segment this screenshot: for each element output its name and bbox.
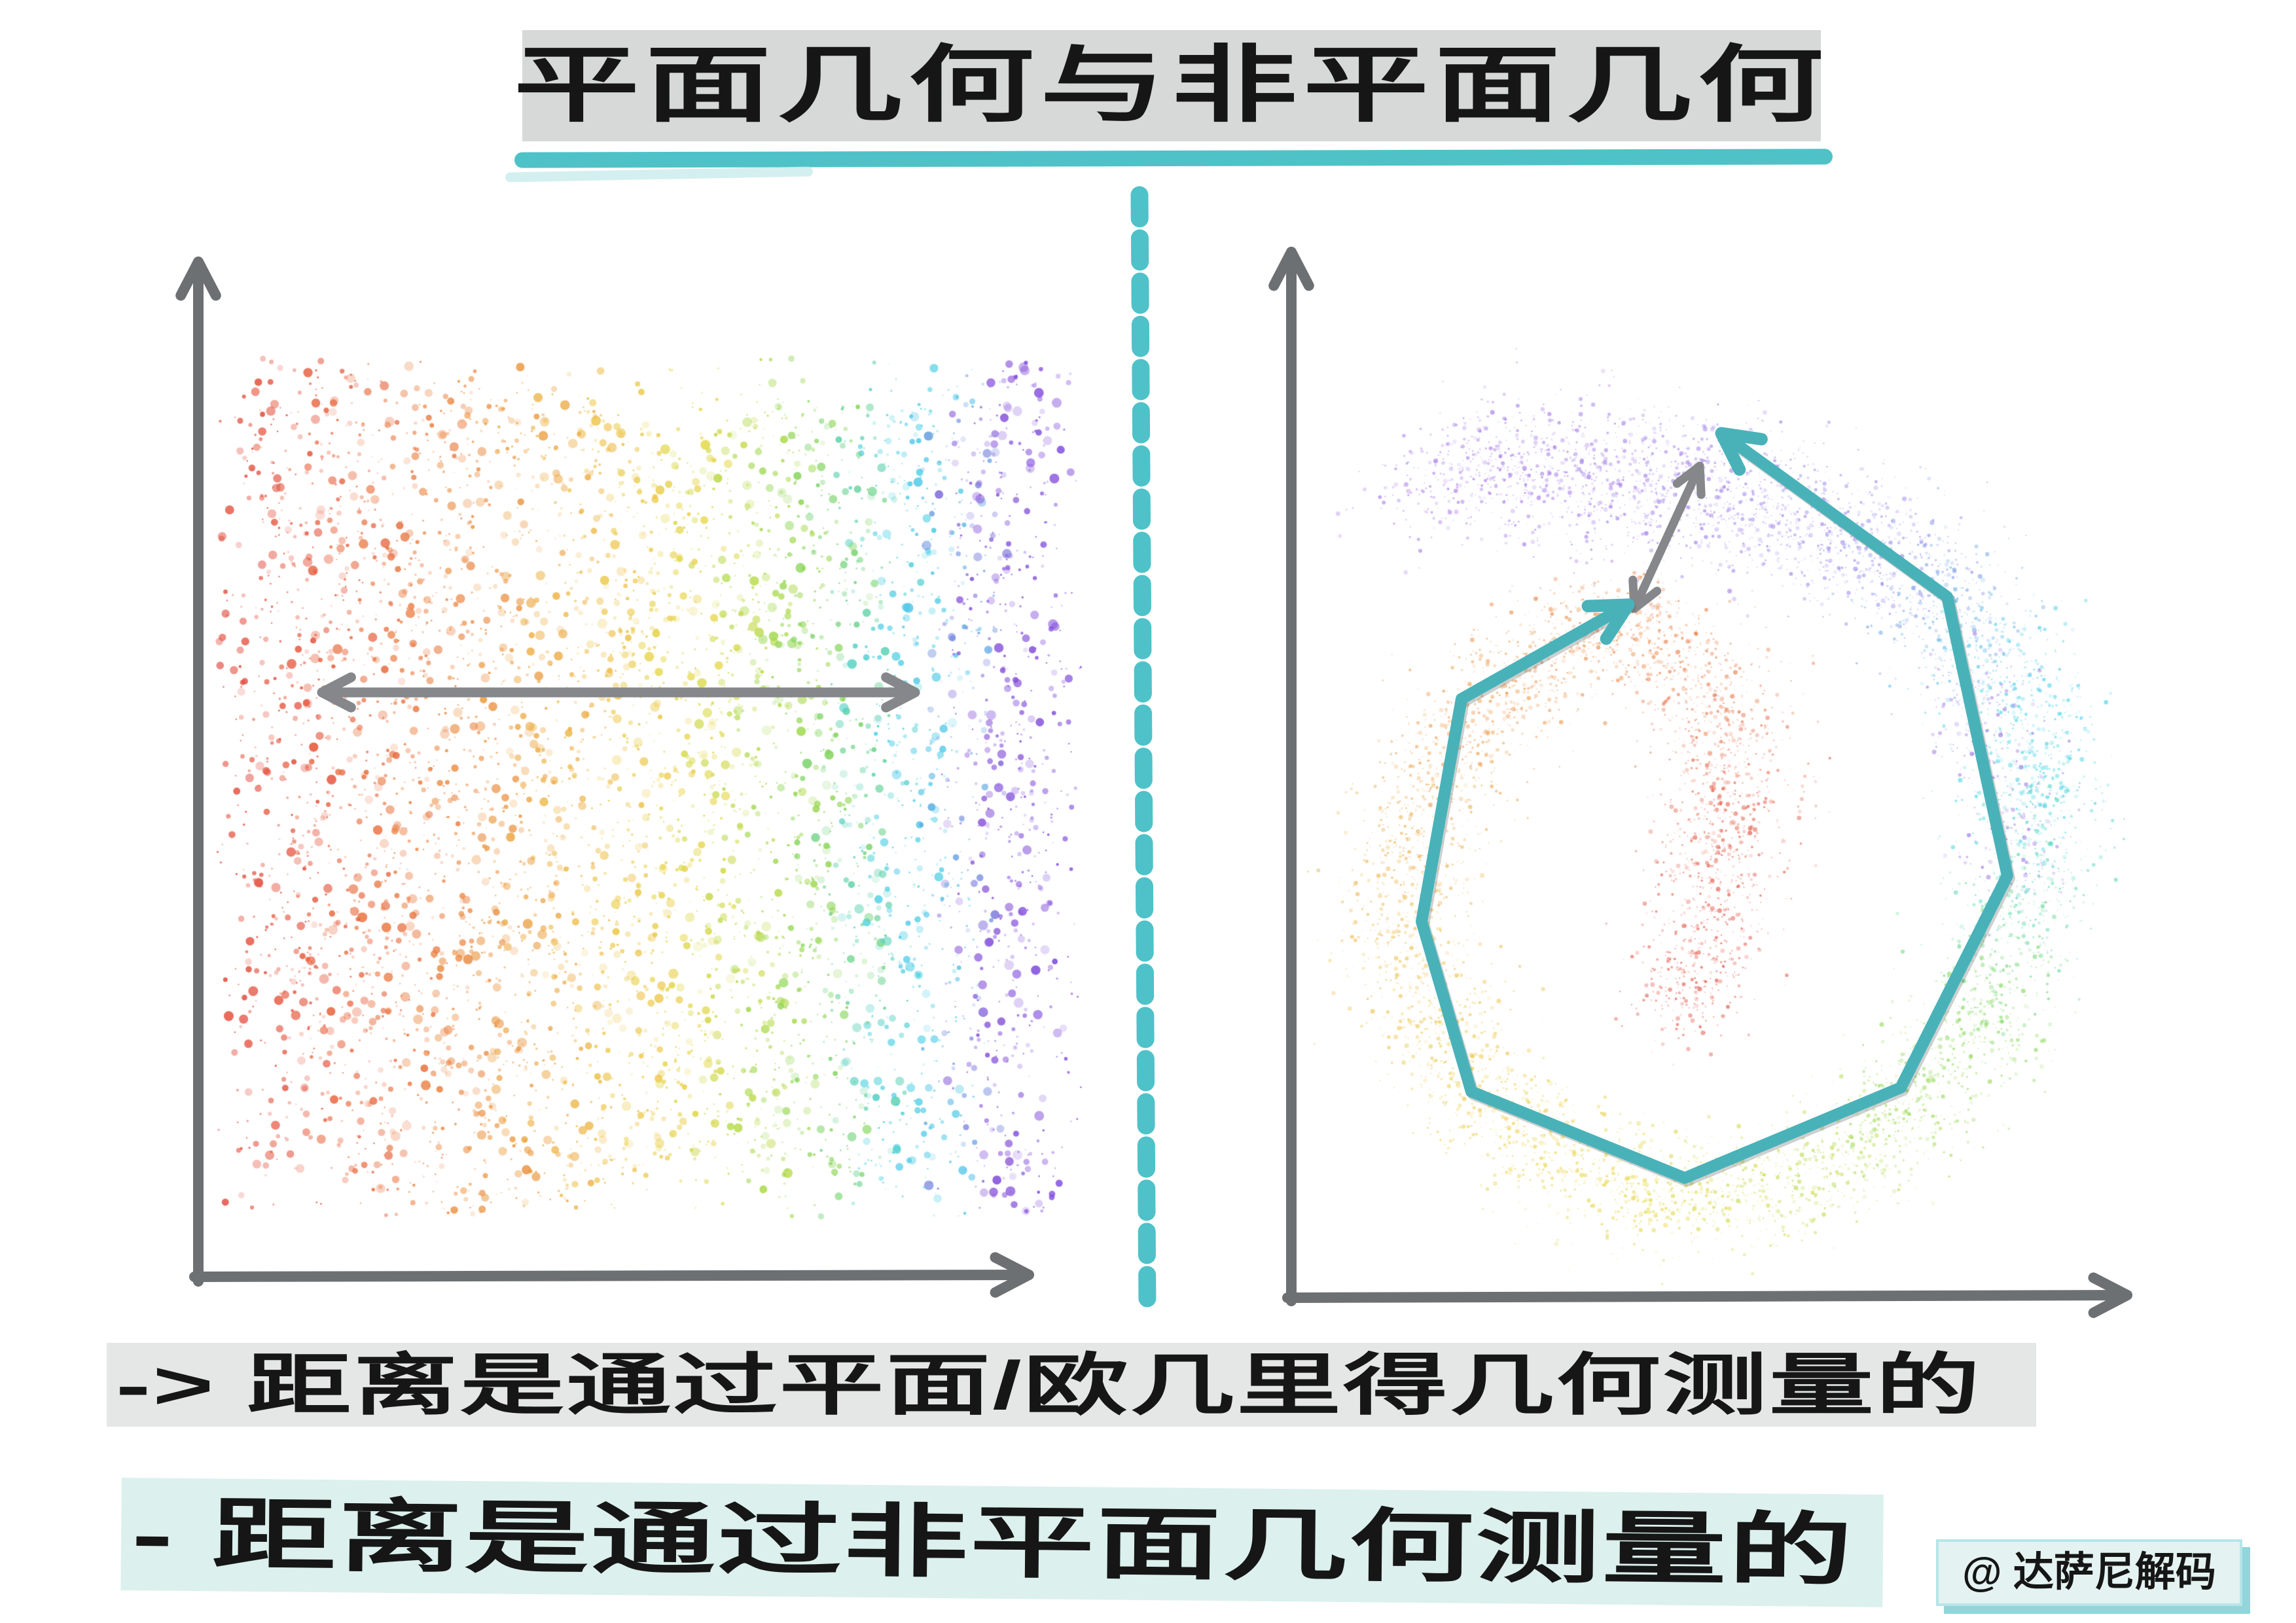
title-text: 平面几何与非平面几何	[513, 39, 1830, 132]
euclidean-arrow-left-arrowhead-start	[317, 672, 356, 713]
right-x-axis-arrowhead	[2088, 1272, 2132, 1318]
geodesic-arrowhead-end	[1715, 427, 1768, 476]
geodesic-path-shadow	[1418, 430, 2015, 1186]
left-x-axis	[189, 1270, 1034, 1282]
euclidean-arrow-right	[1630, 461, 1704, 613]
euclidean-arrow-left-arrowhead-end	[881, 672, 920, 713]
geodesic-path	[1416, 427, 2013, 1184]
right-y-axis-arrowhead	[1268, 247, 1314, 291]
watermark-badge: @ 达萨尼解码	[1936, 1539, 2242, 1606]
caption-planar-text: -> 距离是通过平面/欧几里得几何测量的	[116, 1347, 1982, 1423]
caption-planar: -> 距离是通过平面/欧几里得几何测量的	[107, 1343, 2036, 1427]
watermark-text: @ 达萨尼解码	[1962, 1550, 2216, 1595]
euclidean-arrow-right-arrowhead-start	[1672, 461, 1706, 499]
euclidean-arrow-right-arrowhead-end	[1628, 575, 1662, 613]
page-title: 平面几何与非平面几何	[514, 30, 1823, 141]
left-x-axis-arrowhead	[990, 1252, 1034, 1298]
geodesic-arrowhead-start	[1581, 598, 1635, 645]
divider-dashed-line	[1130, 186, 1157, 1313]
right-x-axis	[1282, 1290, 2132, 1303]
left-y-axis-arrowhead	[175, 257, 221, 301]
caption-nonplanar-text: - 距离是通过非平面几何测量的	[131, 1489, 1856, 1595]
caption-nonplanar: - 距离是通过非平面几何测量的	[120, 1478, 1884, 1607]
